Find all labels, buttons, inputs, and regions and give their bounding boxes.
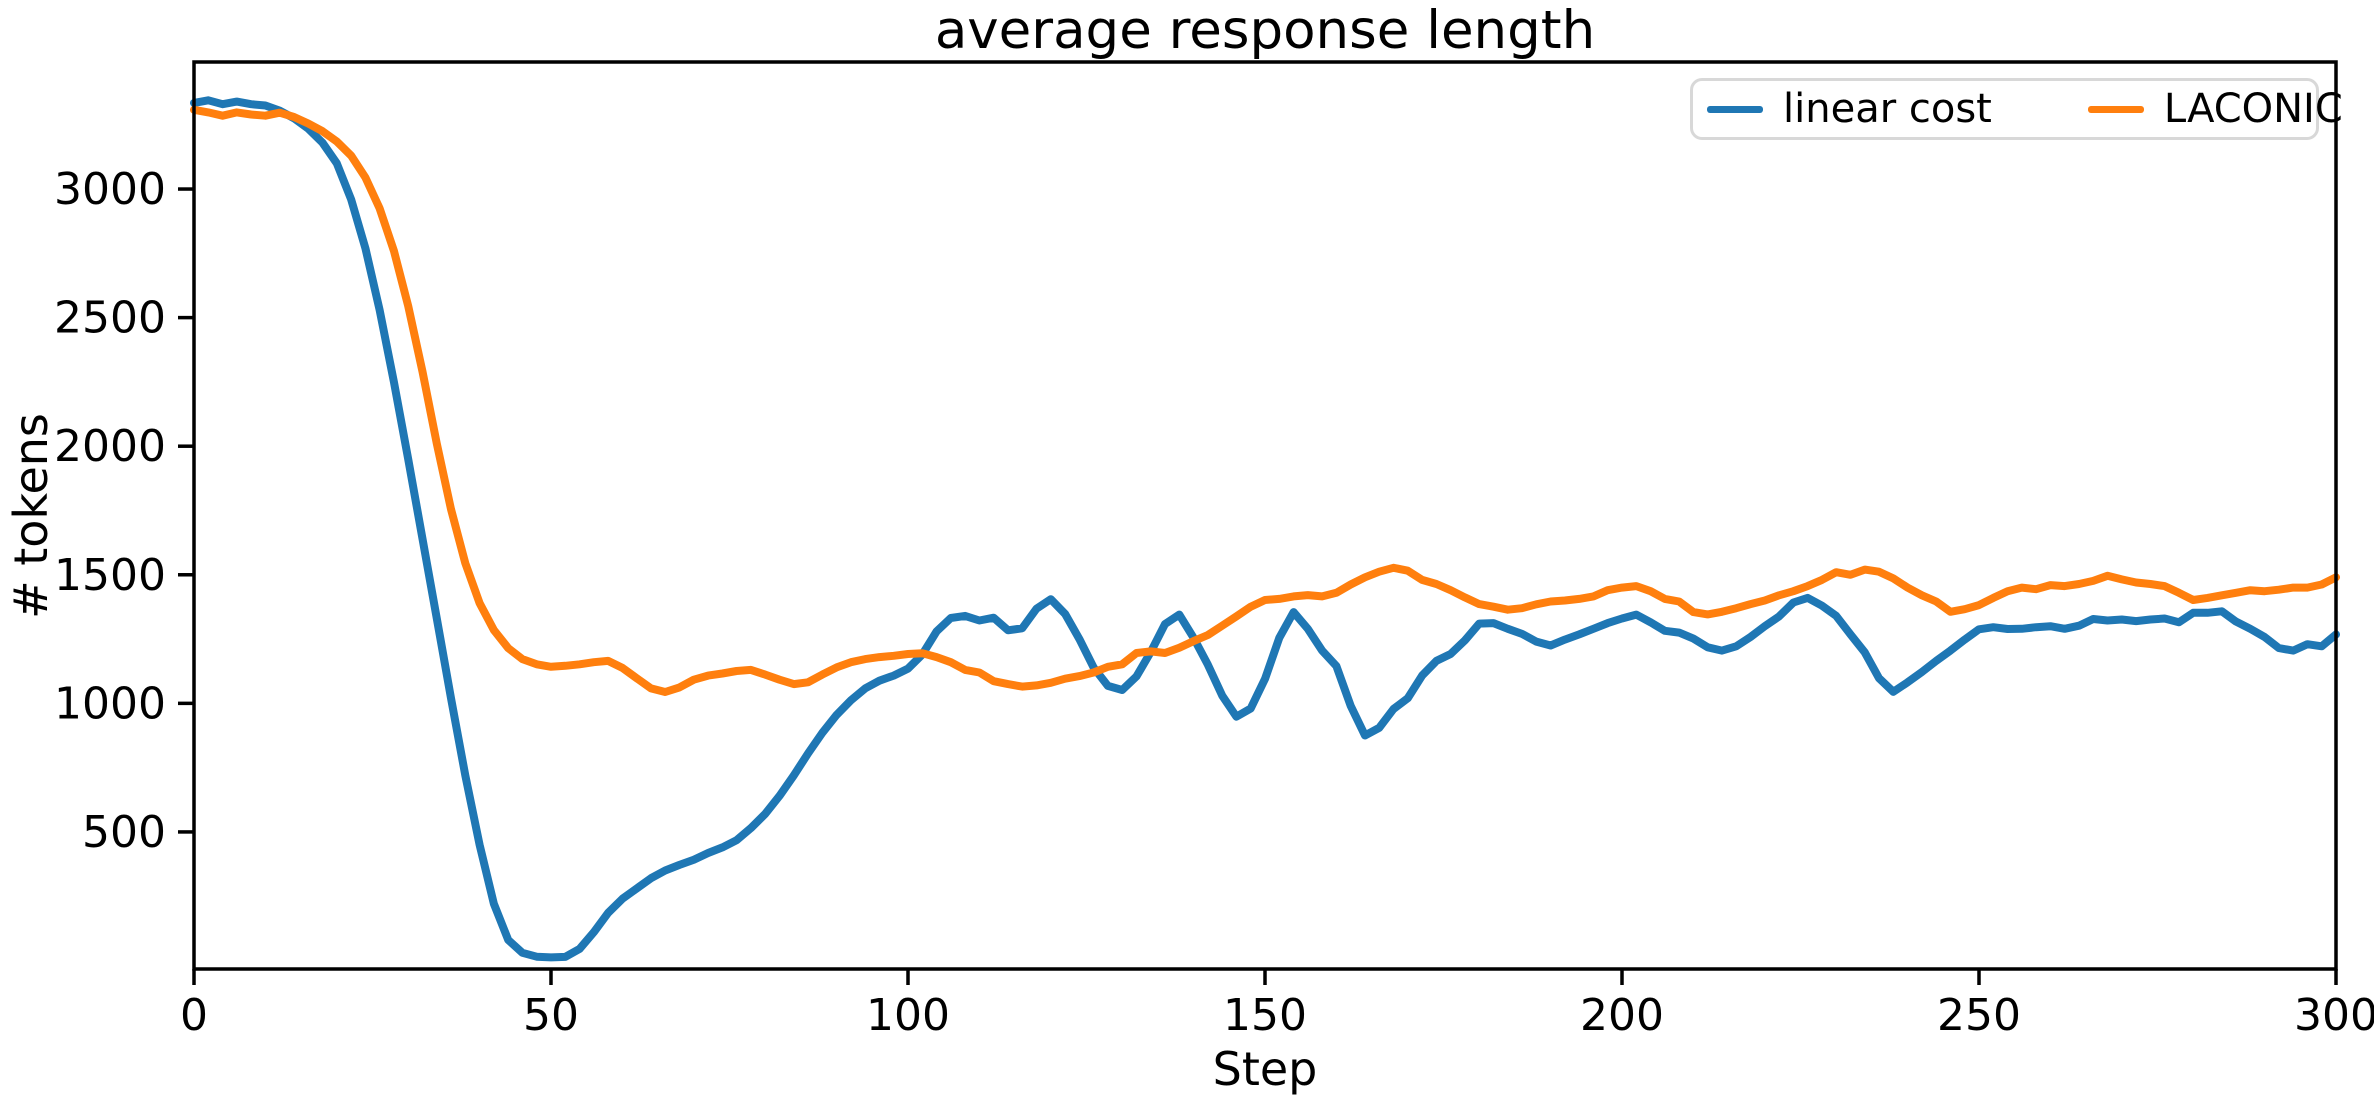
x-tick-label: 50 [523,990,579,1041]
laconic-line-swatch [2087,105,2144,113]
x-tick-label: 200 [1580,990,1664,1041]
series-line-laconic [190,105,2340,696]
x-axis-label: Step [1212,1042,1318,1096]
x-tick-label: 0 [180,990,208,1041]
x-tick-label: 300 [2294,990,2374,1041]
axes-spines [192,60,2338,971]
y-axis-label: # tokens [4,413,58,619]
y-tick-label: 500 [82,807,166,858]
y-tick-label: 1500 [54,550,166,601]
legend-item-laconic: LACONIC [2087,86,2343,132]
legend-label-linear-cost: linear cost [1783,86,1992,132]
legend-item-linear-cost: linear cost [1707,86,1992,132]
y-tick-label: 3000 [54,164,166,215]
y-tick-label: 2500 [54,293,166,344]
linear-cost-line-swatch [1707,105,1763,113]
x-tick-label: 150 [1223,990,1307,1041]
legend-label-laconic: LACONIC [2163,86,2343,132]
series-line-linear-cost [190,96,2340,962]
y-tick-label: 1000 [54,678,166,729]
x-tick-label: 250 [1937,990,2021,1041]
chart-title: average response length [934,0,1596,61]
x-tick-label: 100 [866,990,950,1041]
y-tick-label: 2000 [54,421,166,472]
legend: linear cost LACONIC [1690,78,2343,140]
